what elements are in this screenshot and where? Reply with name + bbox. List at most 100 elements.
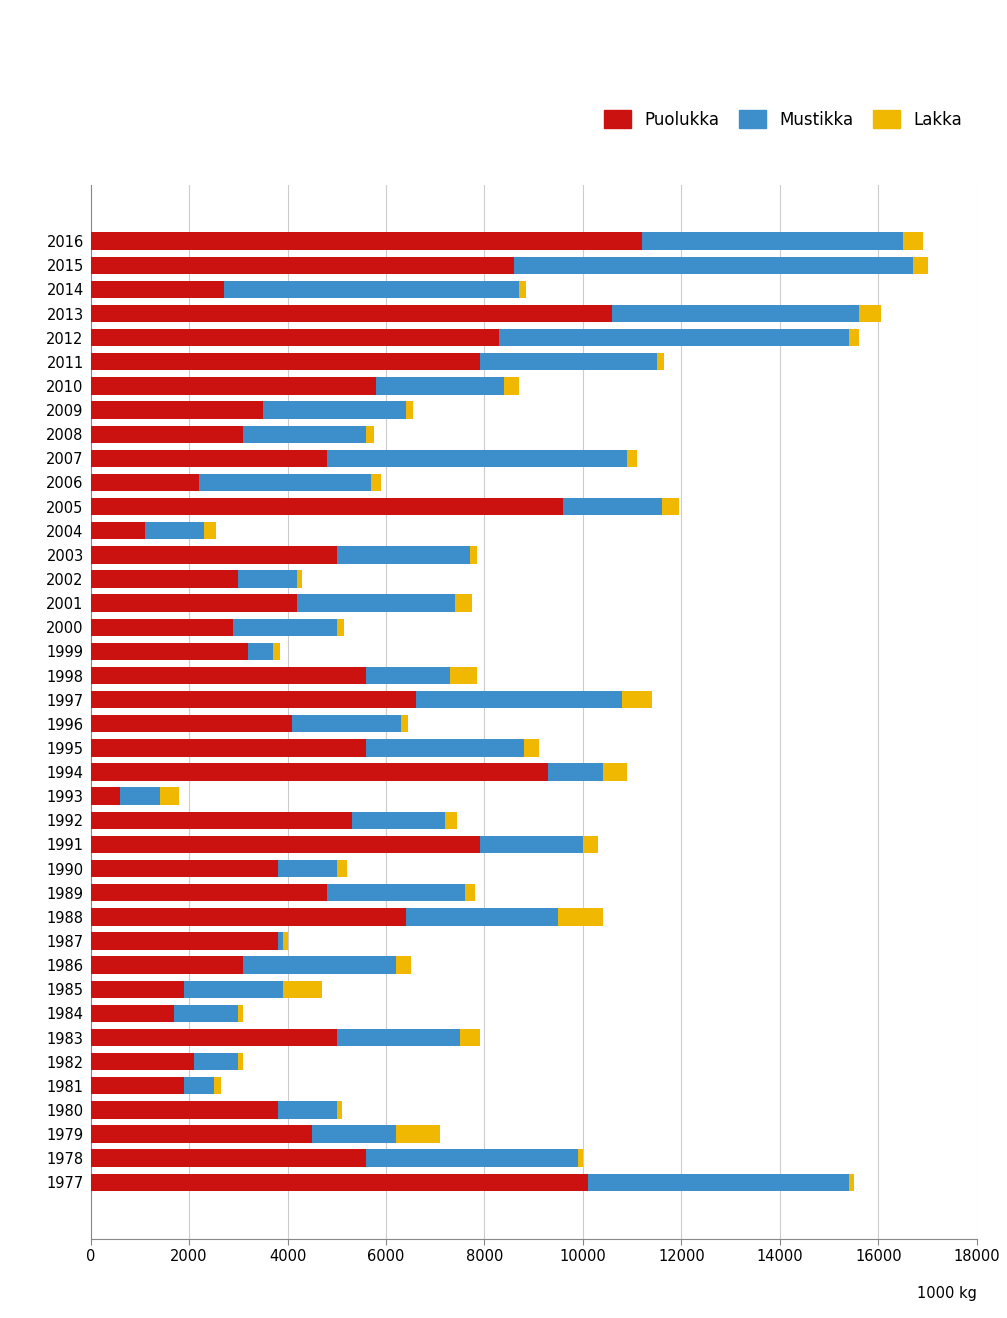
Bar bbox=[91, 836, 479, 853]
Bar bbox=[91, 353, 479, 370]
Bar bbox=[372, 473, 381, 492]
Bar bbox=[159, 787, 179, 805]
Bar bbox=[401, 716, 408, 733]
Bar bbox=[377, 377, 505, 394]
Bar bbox=[292, 716, 401, 733]
Bar bbox=[248, 643, 273, 660]
Bar bbox=[91, 546, 336, 564]
Bar bbox=[263, 402, 406, 419]
Bar bbox=[460, 1029, 479, 1046]
Bar bbox=[213, 1077, 222, 1094]
Bar bbox=[91, 232, 642, 250]
Bar bbox=[549, 763, 602, 780]
Bar bbox=[91, 981, 184, 998]
Bar bbox=[450, 667, 477, 684]
Bar bbox=[120, 787, 159, 805]
Bar bbox=[563, 498, 662, 515]
Bar bbox=[234, 618, 336, 637]
Bar bbox=[642, 232, 903, 250]
Bar bbox=[91, 1053, 194, 1070]
Bar bbox=[903, 232, 922, 250]
Bar bbox=[662, 498, 679, 515]
Bar bbox=[174, 1004, 239, 1021]
Bar bbox=[367, 1149, 578, 1166]
Bar bbox=[91, 281, 224, 298]
Bar bbox=[244, 957, 396, 974]
Bar bbox=[91, 787, 120, 805]
Text: 1000 kg: 1000 kg bbox=[917, 1286, 977, 1301]
Bar bbox=[203, 522, 217, 539]
Bar bbox=[336, 618, 344, 637]
Bar bbox=[578, 1149, 583, 1166]
Bar bbox=[91, 1126, 312, 1143]
Bar bbox=[583, 836, 598, 853]
Bar bbox=[91, 402, 263, 419]
Bar bbox=[91, 571, 239, 588]
Legend: Puolukka, Mustikka, Lakka: Puolukka, Mustikka, Lakka bbox=[597, 103, 969, 136]
Bar bbox=[297, 594, 455, 612]
Bar bbox=[622, 691, 652, 708]
Bar bbox=[514, 257, 912, 274]
Bar bbox=[91, 667, 367, 684]
Bar bbox=[278, 932, 283, 950]
Bar bbox=[396, 957, 411, 974]
Bar bbox=[224, 281, 519, 298]
Bar bbox=[91, 522, 145, 539]
Bar bbox=[416, 691, 622, 708]
Text: Koko maa yhteensä: Koko maa yhteensä bbox=[415, 109, 592, 128]
Bar bbox=[283, 981, 322, 998]
Bar bbox=[406, 402, 413, 419]
Bar bbox=[312, 1126, 396, 1143]
Bar bbox=[91, 1149, 367, 1166]
Bar bbox=[336, 1029, 460, 1046]
Bar bbox=[91, 932, 278, 950]
Bar bbox=[479, 836, 583, 853]
Bar bbox=[91, 473, 199, 492]
Bar bbox=[327, 884, 465, 902]
Bar bbox=[91, 957, 244, 974]
Bar bbox=[336, 1102, 341, 1119]
Bar bbox=[558, 908, 602, 925]
Bar bbox=[327, 449, 627, 467]
Bar bbox=[91, 1004, 174, 1021]
Bar bbox=[91, 739, 367, 757]
Bar bbox=[91, 859, 278, 878]
Bar bbox=[396, 1126, 440, 1143]
Bar bbox=[184, 981, 283, 998]
Bar bbox=[91, 449, 327, 467]
Bar bbox=[849, 1173, 854, 1191]
Bar bbox=[244, 426, 367, 443]
Bar bbox=[194, 1053, 239, 1070]
Bar bbox=[91, 498, 563, 515]
Bar bbox=[91, 763, 549, 780]
Bar bbox=[657, 353, 665, 370]
Bar bbox=[91, 884, 327, 902]
Bar bbox=[336, 546, 469, 564]
Bar bbox=[91, 304, 612, 322]
Bar bbox=[278, 1102, 336, 1119]
Bar bbox=[91, 330, 499, 347]
Bar bbox=[367, 739, 524, 757]
Bar bbox=[91, 1102, 278, 1119]
Bar bbox=[465, 884, 474, 902]
Bar bbox=[455, 594, 472, 612]
Bar bbox=[91, 691, 416, 708]
Bar bbox=[602, 763, 627, 780]
Bar bbox=[336, 859, 346, 878]
Bar bbox=[297, 571, 302, 588]
Bar bbox=[912, 257, 927, 274]
Bar bbox=[91, 426, 244, 443]
Bar bbox=[849, 330, 859, 347]
Bar bbox=[859, 304, 881, 322]
Bar bbox=[91, 1077, 184, 1094]
Bar bbox=[91, 377, 377, 394]
Bar bbox=[91, 908, 406, 925]
Bar bbox=[612, 304, 859, 322]
Bar bbox=[367, 667, 450, 684]
Bar bbox=[91, 1173, 588, 1191]
Bar bbox=[184, 1077, 213, 1094]
Bar bbox=[239, 1053, 244, 1070]
Bar bbox=[505, 377, 519, 394]
Bar bbox=[91, 618, 234, 637]
Bar bbox=[519, 281, 527, 298]
